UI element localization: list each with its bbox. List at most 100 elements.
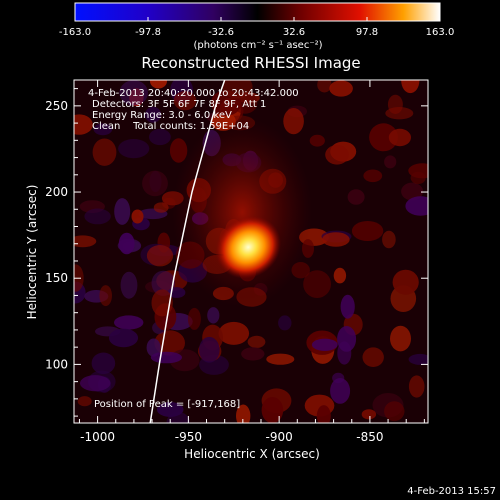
image-area xyxy=(74,80,428,423)
texture-blob xyxy=(80,375,111,392)
texture-blob xyxy=(93,123,113,136)
colorbar-tick-label: -32.6 xyxy=(208,27,234,38)
x-tick-label: -850 xyxy=(356,430,383,444)
texture-blob xyxy=(384,401,405,422)
y-tick-label: 150 xyxy=(45,271,68,285)
texture-blob xyxy=(261,397,284,423)
texture-blob xyxy=(329,80,353,97)
texture-blob xyxy=(74,114,93,135)
texture-blob xyxy=(278,315,292,331)
texture-blob xyxy=(241,347,265,361)
texture-blob xyxy=(153,202,169,213)
texture-blob xyxy=(369,123,398,152)
texture-blob xyxy=(151,270,176,296)
annotation-peak-position: Position of Peak = [-917,168] xyxy=(94,399,240,410)
texture-blob xyxy=(169,138,188,163)
y-tick-label: 250 xyxy=(45,99,68,113)
texture-blob xyxy=(387,94,403,114)
colorbar-tick-label: 32.6 xyxy=(283,27,305,38)
texture-blob xyxy=(266,353,295,365)
texture-blob xyxy=(401,182,424,201)
texture-blob xyxy=(317,80,332,93)
y-tick-label: 100 xyxy=(45,357,68,371)
texture-blob xyxy=(309,134,325,147)
texture-blob xyxy=(410,171,426,184)
texture-blob xyxy=(311,338,338,351)
texture-blob xyxy=(199,336,220,363)
annotation-energy-range: Energy Range: 3.0 - 6.0 keV xyxy=(92,110,232,121)
texture-blob xyxy=(149,128,171,146)
annotation-block: 4-Feb-2013 20:40:20.000 to 20:43:42.000 … xyxy=(88,88,299,410)
texture-blob xyxy=(218,321,250,345)
texture-blob xyxy=(362,347,384,368)
texture-blob xyxy=(408,353,428,365)
colorbar-tick-label: 97.8 xyxy=(356,27,378,38)
texture-blob xyxy=(151,289,173,317)
colorbar-ticks: -163.0 -97.8 -32.6 32.6 97.8 163.0 xyxy=(59,17,454,38)
annotation-detectors: Detectors: 3F 5F 6F 7F 8F 9F, Att 1 xyxy=(92,99,266,110)
texture-blob xyxy=(131,209,144,224)
texture-blob xyxy=(74,235,97,248)
texture-blob xyxy=(408,375,425,398)
texture-blob xyxy=(92,138,117,166)
texture-blob xyxy=(325,145,349,165)
texture-blob xyxy=(114,315,144,330)
texture-blob xyxy=(247,335,266,348)
texture-blob xyxy=(330,378,351,404)
texture-blob xyxy=(142,170,168,197)
colorbar: -163.0 -97.8 -32.6 32.6 97.8 163.0 (photons c… xyxy=(59,2,454,51)
texture-blob xyxy=(187,307,201,330)
solar-limb-curve xyxy=(149,80,226,423)
texture-blob xyxy=(99,285,112,307)
texture-blob xyxy=(401,80,420,94)
texture-blob xyxy=(222,80,253,99)
texture-blob xyxy=(145,106,162,123)
texture-blob xyxy=(392,269,419,295)
texture-blob xyxy=(146,245,174,267)
peak-source xyxy=(215,215,282,279)
texture-blob xyxy=(333,267,347,284)
texture-blob xyxy=(283,108,304,135)
emission-glow xyxy=(172,117,313,308)
texture-blob xyxy=(150,351,182,364)
texture-blob xyxy=(347,189,365,205)
texture-blob xyxy=(173,91,197,111)
texture-blob xyxy=(77,396,92,407)
axis-ticks: -1000 -950 -900 -850 100 150 200 250 xyxy=(45,80,428,444)
texture-blob xyxy=(150,80,167,89)
x-tick-label: -950 xyxy=(175,430,202,444)
colorbar-tick-label: 163.0 xyxy=(426,27,455,38)
x-tick-label: -1000 xyxy=(80,430,115,444)
texture-blob xyxy=(118,139,150,159)
colorbar-gradient xyxy=(74,2,441,22)
texture-blob xyxy=(108,328,139,348)
texture-blob xyxy=(91,352,116,375)
texture-blob xyxy=(146,338,161,357)
texture-blob xyxy=(361,409,377,420)
texture-blob xyxy=(156,402,184,417)
colorbar-tick-label: -97.8 xyxy=(135,27,161,38)
texture-blob xyxy=(118,232,135,255)
annotation-time-range: 4-Feb-2013 20:40:20.000 to 20:43:42.000 xyxy=(88,88,299,99)
texture-blob xyxy=(382,230,396,249)
x-axis-label: Heliocentric X (arcsec) xyxy=(184,447,320,461)
colorbar-unit-label: (photons cm⁻² s⁻¹ asec⁻²) xyxy=(193,40,322,51)
texture-blob xyxy=(236,404,251,423)
footer-timestamp: 4-Feb-2013 15:57 xyxy=(407,486,496,497)
chart-title: Reconstructed RHESSI Image xyxy=(141,54,360,72)
annotation-total-counts: Clean Total counts: 1.59E+04 xyxy=(92,121,249,132)
texture-blob xyxy=(363,169,383,183)
texture-blob xyxy=(384,155,397,169)
texture-blob xyxy=(303,270,331,298)
texture-blob xyxy=(119,80,148,106)
texture-blob xyxy=(120,271,138,299)
colorbar-tick-label: -163.0 xyxy=(59,27,91,38)
x-tick-label: -900 xyxy=(266,430,293,444)
y-axis-label: Heliocentric Y (arcsec) xyxy=(25,185,39,320)
texture-blob xyxy=(322,232,350,247)
texture-blob xyxy=(337,326,357,352)
texture-blob xyxy=(207,307,220,324)
plot-frame xyxy=(73,79,429,424)
texture-blob xyxy=(405,196,428,216)
